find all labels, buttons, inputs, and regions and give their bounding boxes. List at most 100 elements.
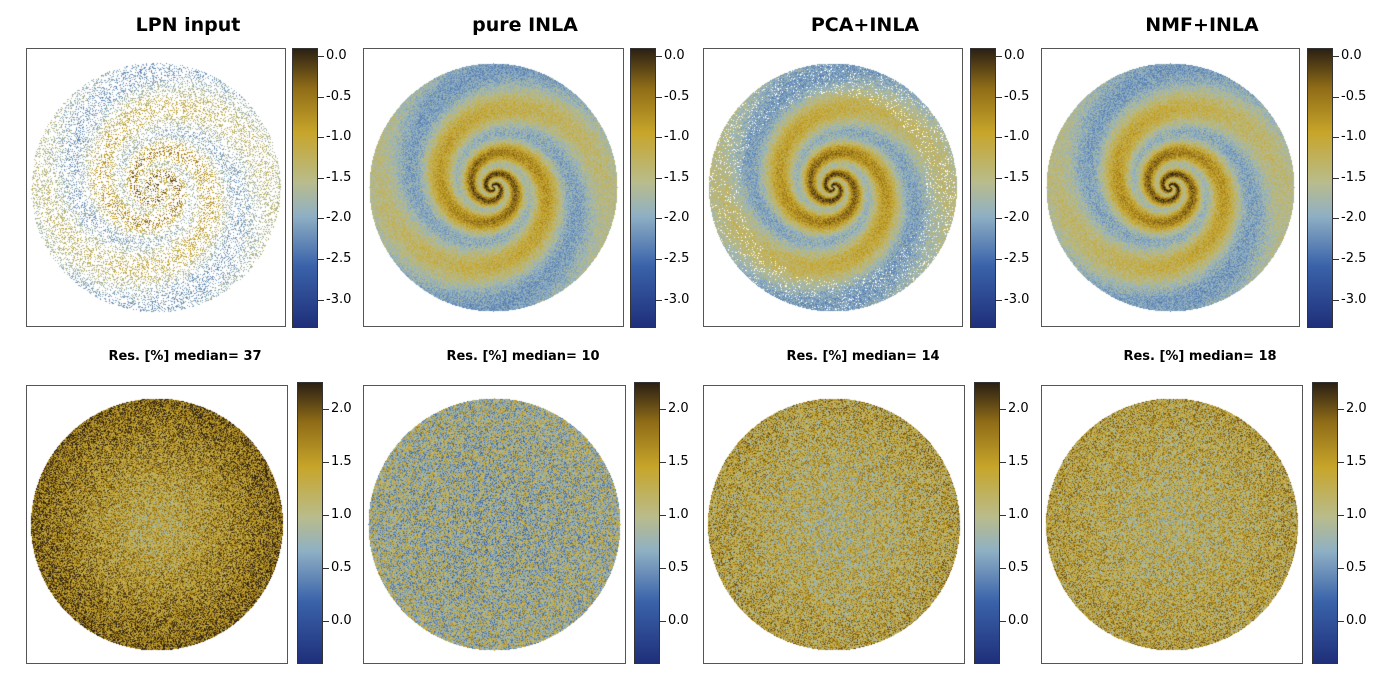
residual-map-nmf-inla: [1042, 386, 1301, 662]
colorbar-tick-label: 0.0: [1008, 613, 1029, 629]
colorbar-tick-mark: [323, 621, 329, 623]
colorbar-tick-mark: [1333, 259, 1339, 260]
colorbar-tick-label: -3.0: [664, 291, 690, 307]
colorbar-tick-mark: [318, 218, 324, 220]
residual-title-pure-inla: Res. [%] median= 10: [446, 349, 600, 364]
colorbar-tick-label: 0.0: [1346, 613, 1367, 629]
colorbar-top-2: [630, 48, 656, 328]
residual-title-pca-inla: Res. [%] median= 14: [786, 349, 940, 364]
residual-title-nmf-inla: Res. [%] median= 18: [1123, 349, 1277, 364]
map-pca-inla: [704, 49, 961, 325]
colorbar-tick-mark: [660, 515, 666, 517]
colorbar-tick-mark: [1333, 218, 1339, 220]
colorbar-tick-label: -2.0: [1341, 210, 1367, 226]
colorbar-tick-mark: [1333, 177, 1339, 179]
colorbar-tick-label: 2.0: [1346, 400, 1367, 416]
colorbar-tick-label: 0.0: [1004, 48, 1025, 64]
colorbar-tick-mark: [996, 137, 1002, 139]
colorbar-bottom-2: [634, 382, 660, 664]
colorbar-bottom-1: [297, 382, 323, 664]
colorbar-tick-label: 0.0: [668, 613, 689, 629]
colorbar-bottom-4: [1312, 382, 1338, 664]
colorbar-top-4: [1307, 48, 1333, 328]
colorbar-tick-label: 0.0: [326, 48, 347, 64]
colorbar-tick-label: 0.5: [1346, 560, 1367, 576]
colorbar-tick-mark: [1338, 568, 1344, 570]
colorbar-tick-mark: [1333, 299, 1339, 301]
colorbar-tick-mark: [656, 56, 662, 58]
colorbar-tick-label: -2.5: [664, 251, 690, 266]
colorbar-tick-label: -0.5: [664, 88, 690, 104]
colorbar-tick-label: 1.0: [668, 507, 689, 523]
colorbar-tick-label: 1.0: [331, 507, 352, 523]
colorbar-tick-label: -1.5: [326, 169, 352, 185]
colorbar-tick-label: -2.5: [326, 251, 352, 266]
colorbar-tick-label: -0.5: [1341, 88, 1367, 104]
colorbar-tick-mark: [318, 177, 324, 179]
colorbar-tick-mark: [318, 56, 324, 58]
colorbar-tick-mark: [1000, 408, 1006, 410]
colorbar-tick-mark: [318, 299, 324, 301]
colorbar-bottom-3: [974, 382, 1000, 664]
residual-map-pca-inla: [704, 386, 963, 662]
colorbar-top-3: [970, 48, 996, 328]
colorbar-tick-mark: [1333, 56, 1339, 58]
residual-title-lpn-input: Res. [%] median= 37: [108, 349, 262, 364]
colorbar-tick-label: -2.0: [664, 210, 690, 226]
residual-panel-pca-inla: [703, 385, 965, 664]
residual-panel-pure-inla: [363, 385, 626, 664]
colorbar-tick-mark: [1338, 621, 1344, 623]
colorbar-tick-label: -2.5: [1004, 251, 1030, 266]
colorbar-tick-label: -1.0: [1004, 129, 1030, 145]
colorbar-tick-mark: [1333, 96, 1339, 98]
colorbar-tick-label: 0.5: [668, 560, 689, 576]
colorbar-tick-mark: [996, 96, 1002, 98]
colorbar-tick-mark: [656, 218, 662, 220]
panel-title-lpn-input: LPN input: [135, 14, 241, 36]
panel-title-nmf-inla: NMF+INLA: [1145, 14, 1259, 36]
colorbar-tick-mark: [323, 568, 329, 570]
colorbar-tick-mark: [996, 56, 1002, 58]
colorbar-tick-mark: [660, 568, 666, 570]
colorbar-tick-mark: [660, 461, 666, 463]
colorbar-tick-mark: [1338, 408, 1344, 410]
colorbar-top-1: [292, 48, 318, 328]
colorbar-tick-label: 0.0: [664, 48, 685, 64]
panel-title-pure-inla: pure INLA: [472, 14, 578, 36]
colorbar-tick-mark: [996, 259, 1002, 260]
map-panel-pca-inla: [703, 48, 963, 327]
residual-panel-nmf-inla: [1041, 385, 1303, 664]
colorbar-tick-mark: [318, 137, 324, 139]
colorbar-tick-mark: [318, 96, 324, 98]
colorbar-tick-label: 2.0: [331, 400, 352, 416]
map-panel-nmf-inla: [1041, 48, 1300, 327]
colorbar-tick-label: 0.0: [331, 613, 352, 629]
colorbar-tick-label: 0.0: [1341, 48, 1362, 64]
colorbar-tick-mark: [1000, 568, 1006, 570]
map-pure-inla: [364, 49, 622, 325]
residual-map-lpn-input: [27, 386, 286, 662]
colorbar-tick-mark: [1333, 137, 1339, 139]
colorbar-tick-mark: [656, 259, 662, 260]
colorbar-tick-mark: [323, 515, 329, 517]
colorbar-tick-mark: [1338, 515, 1344, 517]
panel-title-pca-inla: PCA+INLA: [810, 14, 920, 36]
colorbar-tick-label: -0.5: [326, 88, 352, 104]
colorbar-tick-label: -0.5: [1004, 88, 1030, 104]
colorbar-tick-mark: [656, 96, 662, 98]
colorbar-tick-label: 2.0: [668, 400, 689, 416]
colorbar-tick-mark: [996, 218, 1002, 220]
colorbar-tick-mark: [656, 137, 662, 139]
colorbar-tick-label: -2.0: [326, 210, 352, 226]
colorbar-tick-label: 1.5: [1008, 453, 1029, 469]
colorbar-tick-label: -3.0: [326, 291, 352, 307]
colorbar-tick-label: -2.5: [1341, 251, 1367, 266]
colorbar-tick-mark: [1000, 461, 1006, 463]
colorbar-tick-label: 1.0: [1346, 507, 1367, 523]
colorbar-tick-label: -1.0: [326, 129, 352, 145]
colorbar-tick-label: 1.0: [1008, 507, 1029, 523]
colorbar-tick-label: -2.0: [1004, 210, 1030, 226]
colorbar-tick-label: 2.0: [1008, 400, 1029, 416]
colorbar-tick-mark: [996, 299, 1002, 301]
residual-panel-lpn-input: [26, 385, 288, 664]
